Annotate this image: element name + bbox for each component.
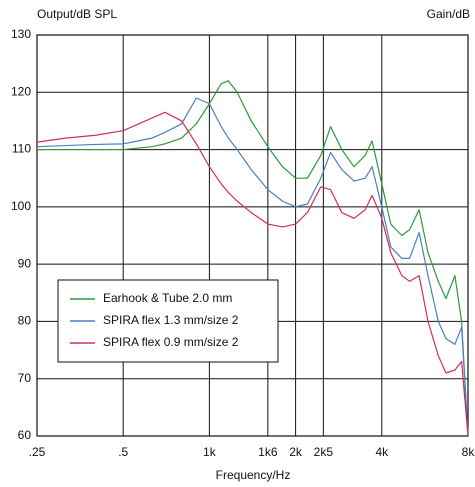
y2-axis-label: Gain/dB <box>427 7 470 21</box>
line-series <box>37 80 469 437</box>
y-tick-label: 70 <box>18 371 32 385</box>
y-tick-label: 100 <box>11 199 31 213</box>
y-tick-label: 80 <box>18 314 32 328</box>
line-series <box>36 97 469 437</box>
legend-label: Earhook & Tube 2.0 mm <box>103 291 232 305</box>
y-axis-label: Output/dB SPL <box>37 7 117 21</box>
x-tick-label: 1k <box>203 445 217 459</box>
x-tick-label: .5 <box>118 445 128 459</box>
y-tick-label: 110 <box>12 142 31 156</box>
y-tick-label: 90 <box>18 256 32 270</box>
y-tick-label: 120 <box>11 84 31 98</box>
x-tick-label: 8k <box>462 445 475 459</box>
legend-label: SPIRA flex 1.3 mm/size 2 <box>103 313 239 327</box>
x-axis-label: Frequency/Hz <box>216 468 291 482</box>
x-tick-label: 1k6 <box>258 445 278 459</box>
y-tick-label: 130 <box>11 27 31 41</box>
x-tick-label: 4k <box>375 445 389 459</box>
x-tick-label: 2k5 <box>314 445 334 459</box>
line-series <box>36 111 469 437</box>
plot-frame <box>36 34 469 437</box>
y-tick-label: 60 <box>18 428 32 442</box>
x-tick-label: 2k <box>289 445 303 459</box>
legend-label: SPIRA flex 0.9 mm/size 2 <box>103 335 239 349</box>
x-tick-label: .25 <box>29 445 46 459</box>
